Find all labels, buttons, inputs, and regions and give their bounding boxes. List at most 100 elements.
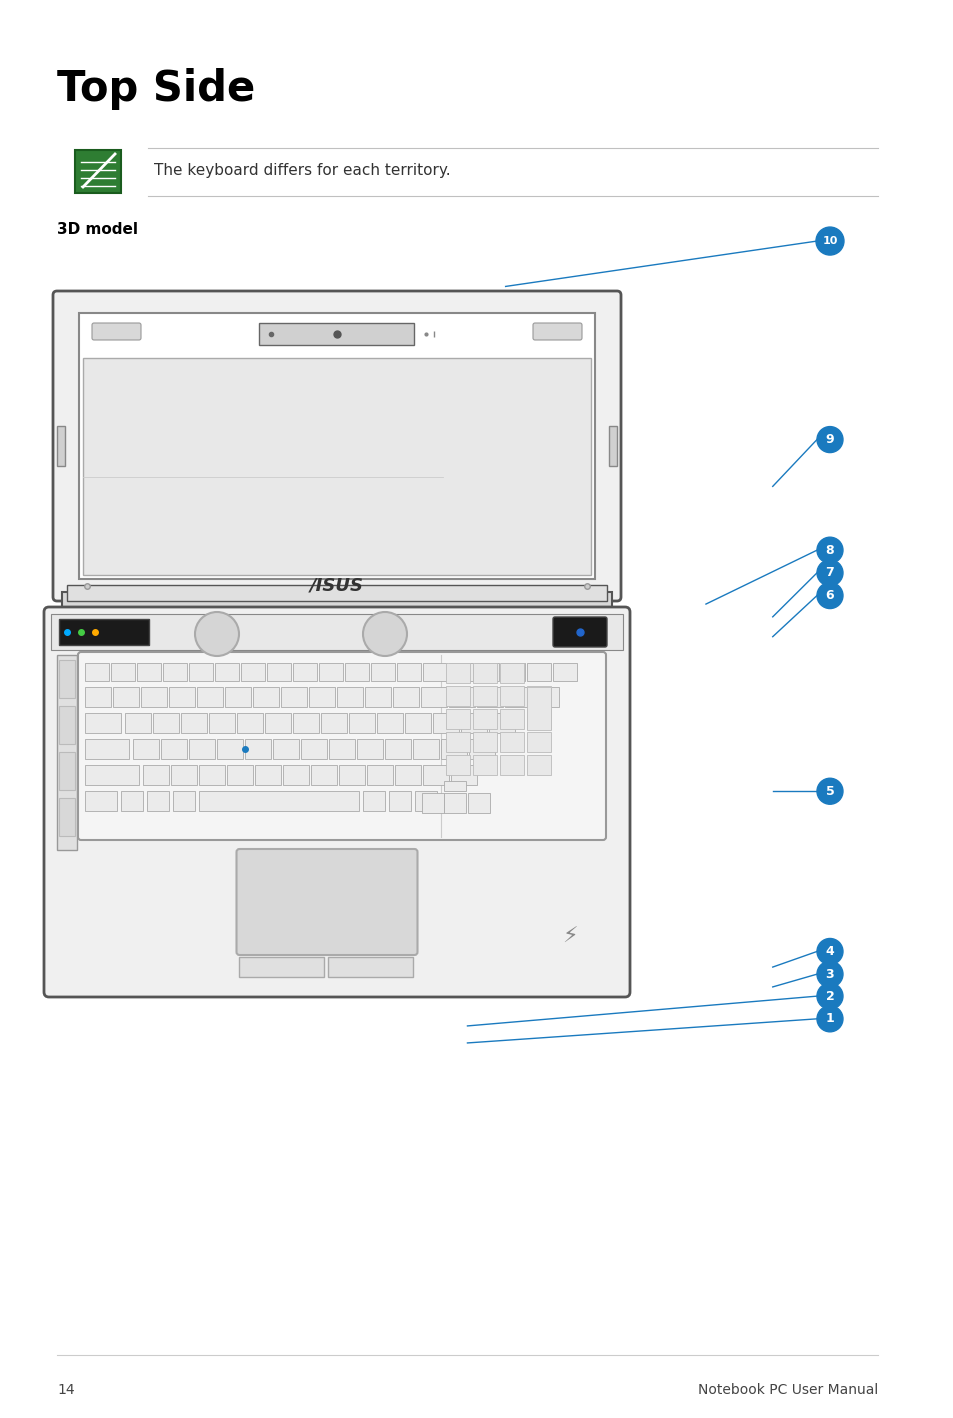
Text: 9: 9 <box>824 432 834 447</box>
Bar <box>500 732 524 752</box>
Bar <box>161 739 187 759</box>
Bar <box>293 664 316 681</box>
Circle shape <box>816 537 842 563</box>
Bar <box>469 739 495 759</box>
Bar <box>338 764 365 786</box>
Bar <box>527 754 551 776</box>
Bar <box>504 686 531 708</box>
Bar <box>446 664 470 683</box>
Bar <box>443 793 465 813</box>
Circle shape <box>816 961 842 987</box>
Bar <box>85 713 121 733</box>
Bar <box>475 664 498 681</box>
Text: 10: 10 <box>821 235 837 247</box>
Bar <box>265 713 291 733</box>
Bar <box>181 713 207 733</box>
Bar <box>336 686 363 708</box>
Bar <box>468 793 490 813</box>
Bar <box>345 664 369 681</box>
Bar <box>527 686 551 706</box>
Bar <box>608 425 617 467</box>
Bar <box>273 739 298 759</box>
Bar <box>85 791 117 811</box>
Bar <box>328 957 413 977</box>
Bar <box>476 686 502 708</box>
Bar <box>527 686 551 730</box>
Bar <box>209 713 234 733</box>
Bar <box>267 664 291 681</box>
Text: /ISUS: /ISUS <box>310 577 364 594</box>
Text: 7: 7 <box>824 566 834 580</box>
Bar <box>199 764 225 786</box>
Text: 5: 5 <box>824 784 834 798</box>
Bar <box>85 664 109 681</box>
FancyBboxPatch shape <box>533 323 581 340</box>
Bar <box>59 659 75 698</box>
FancyBboxPatch shape <box>44 607 629 997</box>
Text: 8: 8 <box>824 543 834 557</box>
Bar <box>67 586 606 601</box>
Bar <box>172 791 194 811</box>
Bar <box>259 323 414 345</box>
Bar <box>85 764 139 786</box>
Bar <box>85 686 111 708</box>
Bar <box>59 752 75 790</box>
Bar <box>473 732 497 752</box>
Bar <box>395 764 420 786</box>
Bar <box>433 713 458 733</box>
Bar <box>121 791 143 811</box>
Bar <box>420 686 447 708</box>
Bar <box>227 764 253 786</box>
FancyBboxPatch shape <box>53 291 620 601</box>
Bar <box>460 713 486 733</box>
Bar <box>365 686 391 708</box>
Circle shape <box>816 939 842 964</box>
Bar <box>527 709 551 729</box>
Bar <box>553 664 577 681</box>
Bar <box>147 791 169 811</box>
Bar <box>413 739 438 759</box>
Bar <box>59 706 75 744</box>
Bar <box>75 150 121 193</box>
Bar <box>376 713 402 733</box>
Bar <box>440 739 467 759</box>
FancyBboxPatch shape <box>236 849 417 954</box>
Bar <box>293 713 318 733</box>
Bar <box>59 620 149 645</box>
Bar <box>473 686 497 706</box>
Bar <box>239 957 324 977</box>
Bar <box>320 713 347 733</box>
Bar <box>489 713 515 733</box>
Bar <box>318 664 343 681</box>
Bar <box>79 313 595 579</box>
Circle shape <box>363 613 407 657</box>
Bar <box>57 655 77 849</box>
Text: 6: 6 <box>824 588 834 603</box>
Bar <box>189 664 213 681</box>
Bar <box>451 764 476 786</box>
Bar <box>152 713 179 733</box>
Bar <box>449 686 475 708</box>
Bar <box>225 686 251 708</box>
Bar <box>196 686 223 708</box>
Bar <box>112 686 139 708</box>
Text: 2: 2 <box>824 990 834 1003</box>
Text: 14: 14 <box>57 1383 74 1397</box>
Bar <box>214 664 239 681</box>
Bar <box>363 791 385 811</box>
Bar <box>132 739 159 759</box>
Bar <box>367 764 393 786</box>
Bar <box>236 713 263 733</box>
Bar <box>349 713 375 733</box>
Bar <box>171 764 196 786</box>
Bar <box>422 764 449 786</box>
Bar <box>309 686 335 708</box>
Bar <box>415 791 436 811</box>
Bar <box>254 764 281 786</box>
FancyBboxPatch shape <box>78 652 605 839</box>
Bar <box>62 591 612 613</box>
Bar <box>57 425 65 467</box>
FancyBboxPatch shape <box>91 323 141 340</box>
Bar <box>143 764 169 786</box>
Text: Notebook PC User Manual: Notebook PC User Manual <box>697 1383 877 1397</box>
